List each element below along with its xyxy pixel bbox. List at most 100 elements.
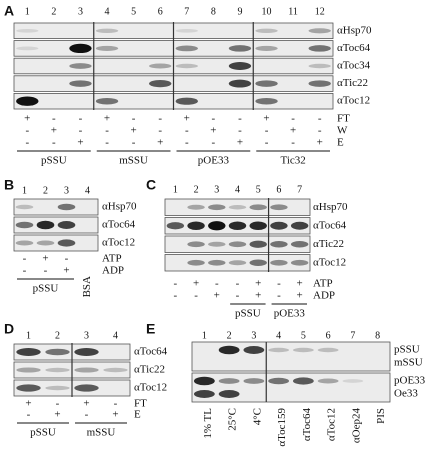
group-label: pOE33 bbox=[274, 308, 306, 320]
band bbox=[292, 347, 314, 353]
lane-number: 4 bbox=[113, 330, 118, 341]
band bbox=[16, 28, 39, 33]
lane-number: 1 bbox=[202, 330, 207, 341]
row-label: αToc12 bbox=[337, 95, 370, 107]
band bbox=[249, 204, 267, 211]
lane-label: αOep24 bbox=[350, 408, 362, 444]
band bbox=[193, 390, 215, 398]
band bbox=[270, 204, 288, 211]
lane-number: 1 bbox=[173, 184, 178, 195]
condition-sign: - bbox=[114, 398, 118, 410]
band bbox=[187, 241, 205, 248]
band bbox=[166, 222, 185, 230]
condition-label: FT bbox=[337, 113, 350, 125]
band bbox=[249, 240, 267, 248]
condition-sign: + bbox=[157, 137, 163, 149]
band bbox=[228, 45, 252, 52]
band bbox=[228, 205, 247, 210]
condition-sign: + bbox=[77, 137, 83, 149]
band bbox=[57, 203, 76, 211]
lane-number: 11 bbox=[288, 6, 298, 17]
band bbox=[228, 79, 252, 88]
band bbox=[270, 221, 288, 230]
band bbox=[95, 97, 119, 105]
condition-sign: + bbox=[290, 125, 296, 137]
condition-sign: - bbox=[56, 398, 60, 410]
band bbox=[208, 204, 226, 211]
row-label: mSSU bbox=[394, 357, 423, 369]
panel-letter: E bbox=[146, 321, 155, 337]
lane-number: 8 bbox=[375, 330, 380, 341]
condition-sign: - bbox=[212, 137, 216, 149]
band bbox=[193, 376, 215, 386]
band bbox=[228, 62, 252, 70]
band bbox=[16, 367, 41, 373]
band bbox=[69, 43, 92, 54]
lane-label: αToc64 bbox=[301, 408, 313, 442]
condition-sign: - bbox=[265, 137, 269, 149]
band bbox=[268, 377, 290, 385]
lane-number: 5 bbox=[256, 184, 261, 195]
band bbox=[208, 259, 226, 266]
lane-number: 3 bbox=[251, 330, 256, 341]
lane-label: αToc159 bbox=[276, 408, 288, 447]
band bbox=[36, 220, 55, 230]
lane-number: 3 bbox=[214, 184, 219, 195]
band bbox=[255, 80, 278, 87]
band bbox=[290, 221, 309, 230]
row-label: pSSU bbox=[394, 344, 420, 356]
blot-strip bbox=[13, 198, 99, 216]
band bbox=[103, 367, 128, 373]
condition-sign: - bbox=[215, 278, 219, 290]
condition-sign: - bbox=[44, 265, 48, 277]
lane-number: 7 bbox=[297, 184, 302, 195]
condition-sign: - bbox=[185, 137, 189, 149]
row-label: αToc64 bbox=[134, 346, 168, 358]
blot bbox=[191, 341, 391, 372]
condition-sign: + bbox=[54, 409, 60, 421]
blot-strip bbox=[164, 198, 311, 216]
condition-label: FT bbox=[134, 398, 147, 410]
lane-label: 1% TL bbox=[202, 408, 214, 439]
band bbox=[15, 204, 34, 210]
band bbox=[175, 63, 198, 69]
band bbox=[292, 377, 314, 385]
lane-number: 6 bbox=[326, 330, 331, 341]
band bbox=[69, 63, 92, 69]
condition-sign: + bbox=[237, 137, 243, 149]
blot-strip bbox=[164, 235, 311, 253]
lane-number: 3 bbox=[84, 330, 89, 341]
lane-number: 9 bbox=[237, 6, 242, 17]
band bbox=[228, 221, 247, 231]
condition-sign: - bbox=[25, 125, 29, 137]
condition-sign: + bbox=[263, 113, 269, 125]
band bbox=[270, 259, 288, 266]
band bbox=[175, 45, 198, 52]
lane-label: αToc12 bbox=[326, 408, 338, 441]
condition-sign: - bbox=[174, 290, 178, 302]
lane-number: 6 bbox=[158, 6, 163, 17]
condition-label: ATP bbox=[313, 278, 333, 290]
band bbox=[175, 28, 198, 33]
row-label: αToc64 bbox=[337, 42, 371, 54]
condition-sign: - bbox=[23, 265, 27, 277]
band bbox=[249, 259, 267, 266]
panel-letter: C bbox=[146, 177, 156, 193]
band bbox=[308, 28, 331, 34]
lane-label: BSA bbox=[81, 276, 93, 297]
condition-sign: - bbox=[79, 125, 83, 137]
band bbox=[175, 97, 198, 105]
condition-sign: + bbox=[317, 137, 323, 149]
condition-sign: - bbox=[52, 113, 56, 125]
band bbox=[149, 63, 172, 69]
row-label: αTic22 bbox=[134, 364, 165, 376]
condition-sign: + bbox=[210, 125, 216, 137]
group-label: pSSU bbox=[41, 155, 67, 167]
condition-sign: + bbox=[255, 290, 261, 302]
row-label: αToc64 bbox=[102, 219, 136, 231]
lane-number: 1 bbox=[25, 6, 30, 17]
lane-number: 5 bbox=[301, 330, 306, 341]
band bbox=[95, 28, 119, 33]
lane-number: 3 bbox=[78, 6, 83, 17]
